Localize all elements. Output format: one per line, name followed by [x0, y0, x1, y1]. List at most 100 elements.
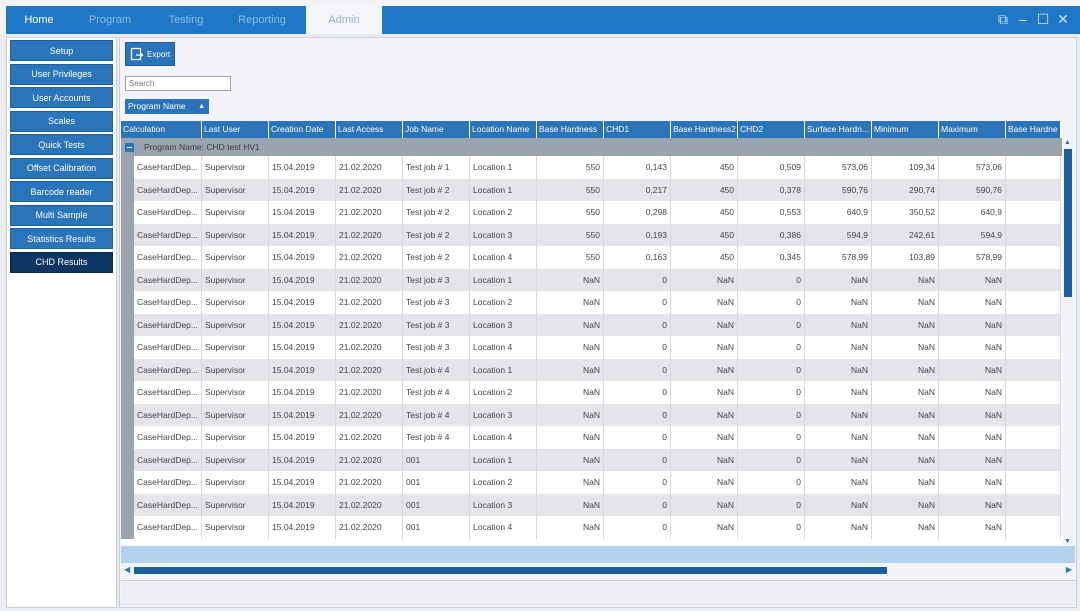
column-header[interactable]: Maximum	[939, 121, 1006, 138]
column-header[interactable]: Base Hardness2	[671, 121, 738, 138]
table-cell	[1006, 336, 1061, 359]
table-cell: 0	[604, 358, 671, 381]
table-cell: CaseHardDep...	[134, 426, 202, 449]
column-header[interactable]: CHD1	[604, 121, 671, 138]
group-by-chip[interactable]: Program Name ▲	[125, 99, 209, 114]
table-cell: 001	[403, 493, 470, 516]
tab-testing[interactable]: Testing	[168, 14, 204, 26]
table-cell: NaN	[537, 403, 604, 426]
collapse-icon[interactable]	[125, 142, 134, 152]
table-cell: 0,298	[604, 201, 671, 224]
scroll-down-icon[interactable]: ▼	[1064, 538, 1071, 545]
table-cell: Supervisor	[202, 448, 269, 471]
sidebar-item-scales[interactable]: Scales	[10, 110, 113, 132]
scroll-right-icon[interactable]: ▶	[1065, 565, 1072, 574]
column-header[interactable]: Base Hardness	[537, 121, 604, 138]
table-row[interactable]: CaseHardDep... Supervisor 15.04.2019 21.02.…	[121, 471, 1061, 494]
column-header[interactable]: CHD2	[738, 121, 805, 138]
maximize-icon[interactable]: ☐	[1036, 11, 1050, 27]
column-header[interactable]: Last User	[202, 121, 269, 138]
table-row[interactable]: CaseHardDep... Supervisor 15.04.2019 21.02.…	[121, 268, 1061, 291]
table-cell: Test job # 2	[403, 223, 470, 246]
table-row[interactable]: CaseHardDep... Supervisor 15.04.2019 21.02.…	[121, 223, 1061, 246]
table-row[interactable]: CaseHardDep... Supervisor 15.04.2019 21.02.…	[121, 448, 1061, 471]
table-cell: 0	[738, 448, 805, 471]
status-bar	[121, 580, 1075, 606]
sidebar-item-setup[interactable]: Setup	[10, 40, 113, 61]
table-row[interactable]: CaseHardDep... Supervisor 15.04.2019 21.02.…	[121, 381, 1061, 404]
table-cell: NaN	[537, 516, 604, 539]
export-button[interactable]: Export	[125, 42, 175, 66]
scroll-up-icon[interactable]: ▲	[1064, 139, 1071, 146]
column-header[interactable]: Minimum	[872, 121, 939, 138]
table-cell: 15.04.2019	[269, 156, 336, 179]
column-header[interactable]: Creation Date	[269, 121, 336, 138]
table-cell: Location 1	[470, 358, 537, 381]
column-header[interactable]: Base Hardne	[1006, 121, 1061, 138]
sidebar-item-user-accounts[interactable]: User Accounts	[10, 87, 113, 108]
table-row[interactable]: CaseHardDep... Supervisor 15.04.2019 21.02.…	[121, 516, 1061, 539]
sidebar-item-chd-results[interactable]: CHD Results	[10, 251, 113, 273]
table-cell: CaseHardDep...	[134, 291, 202, 314]
sidebar-item-multi-sample[interactable]: Multi Sample	[10, 204, 113, 226]
table-cell: 0	[738, 493, 805, 516]
table-cell	[1006, 268, 1061, 291]
table-row[interactable]: CaseHardDep... Supervisor 15.04.2019 21.02.…	[121, 313, 1061, 336]
table-cell: 001	[403, 448, 470, 471]
admin-sidebar: Setup User Privileges User Accounts Scal…	[6, 37, 117, 608]
sidebar-item-barcode-reader[interactable]: Barcode reader	[10, 181, 113, 202]
column-header[interactable]: Surface Hardn...	[805, 121, 872, 138]
table-row[interactable]: CaseHardDep... Supervisor 15.04.2019 21.02.…	[121, 403, 1061, 426]
group-row[interactable]: Program Name: CHD test HV1	[121, 138, 1066, 156]
tab-reporting[interactable]: Reporting	[238, 14, 286, 26]
tab-program[interactable]: Program	[88, 14, 132, 26]
table-row[interactable]: CaseHardDep... Supervisor 15.04.2019 21.02.…	[121, 201, 1061, 224]
table-cell	[1006, 516, 1061, 539]
tab-admin[interactable]: Admin	[306, 6, 382, 34]
sidebar-item-user-privileges[interactable]: User Privileges	[10, 63, 113, 85]
table-cell: NaN	[671, 403, 738, 426]
restore-icon[interactable]: ⧉	[998, 11, 1008, 27]
horizontal-scroll-thumb[interactable]	[134, 567, 887, 574]
close-icon[interactable]: ✕	[1057, 11, 1069, 27]
horizontal-scrollbar[interactable]: ◀ ▶	[121, 564, 1075, 578]
sidebar-item-quick-tests[interactable]: Quick Tests	[10, 134, 113, 155]
table-cell: CaseHardDep...	[134, 156, 202, 179]
table-cell: CaseHardDep...	[134, 516, 202, 539]
table-cell: NaN	[805, 426, 872, 449]
tab-home[interactable]: Home	[24, 14, 54, 26]
table-row[interactable]: CaseHardDep... Supervisor 15.04.2019 21.02.…	[121, 178, 1061, 201]
table-cell: 15.04.2019	[269, 268, 336, 291]
table-row[interactable]: CaseHardDep... Supervisor 15.04.2019 21.02.…	[121, 336, 1061, 359]
scroll-left-icon[interactable]: ◀	[124, 565, 131, 574]
vertical-scrollbar[interactable]: ▲ ▼	[1062, 121, 1075, 545]
table-cell	[1006, 381, 1061, 404]
sidebar-item-offset-calibration[interactable]: Offset Calibration	[10, 157, 113, 179]
column-header[interactable]: Job Name	[403, 121, 470, 138]
table-row[interactable]: CaseHardDep... Supervisor 15.04.2019 21.02.…	[121, 426, 1061, 449]
table-cell: 21.02.2020	[336, 358, 403, 381]
table-cell: Test job # 2	[403, 201, 470, 224]
table-cell: NaN	[805, 336, 872, 359]
table-cell: 0	[738, 358, 805, 381]
table-row[interactable]: CaseHardDep... Supervisor 15.04.2019 21.02.…	[121, 246, 1061, 269]
table-cell: 550	[537, 156, 604, 179]
table-cell: NaN	[671, 381, 738, 404]
export-icon	[130, 47, 144, 61]
column-header[interactable]: Calculation	[121, 121, 202, 138]
table-row[interactable]: CaseHardDep... Supervisor 15.04.2019 21.02.…	[121, 358, 1061, 381]
column-header[interactable]: Location Name	[470, 121, 537, 138]
table-row[interactable]: CaseHardDep... Supervisor 15.04.2019 21.02.…	[121, 291, 1061, 314]
table-cell: 0,378	[738, 178, 805, 201]
table-row[interactable]: CaseHardDep... Supervisor 15.04.2019 21.02.…	[121, 156, 1061, 179]
table-cell: 21.02.2020	[336, 156, 403, 179]
minimize-icon[interactable]: –	[1019, 11, 1027, 27]
sidebar-item-statistics-results[interactable]: Statistics Results	[10, 228, 113, 249]
search-input[interactable]	[125, 76, 231, 91]
table-cell: 0,217	[604, 178, 671, 201]
vertical-scroll-thumb[interactable]	[1064, 149, 1072, 297]
table-row[interactable]: CaseHardDep... Supervisor 15.04.2019 21.02.…	[121, 493, 1061, 516]
table-cell: Supervisor	[202, 178, 269, 201]
table-cell: Test job # 3	[403, 313, 470, 336]
column-header[interactable]: Last Access	[336, 121, 403, 138]
